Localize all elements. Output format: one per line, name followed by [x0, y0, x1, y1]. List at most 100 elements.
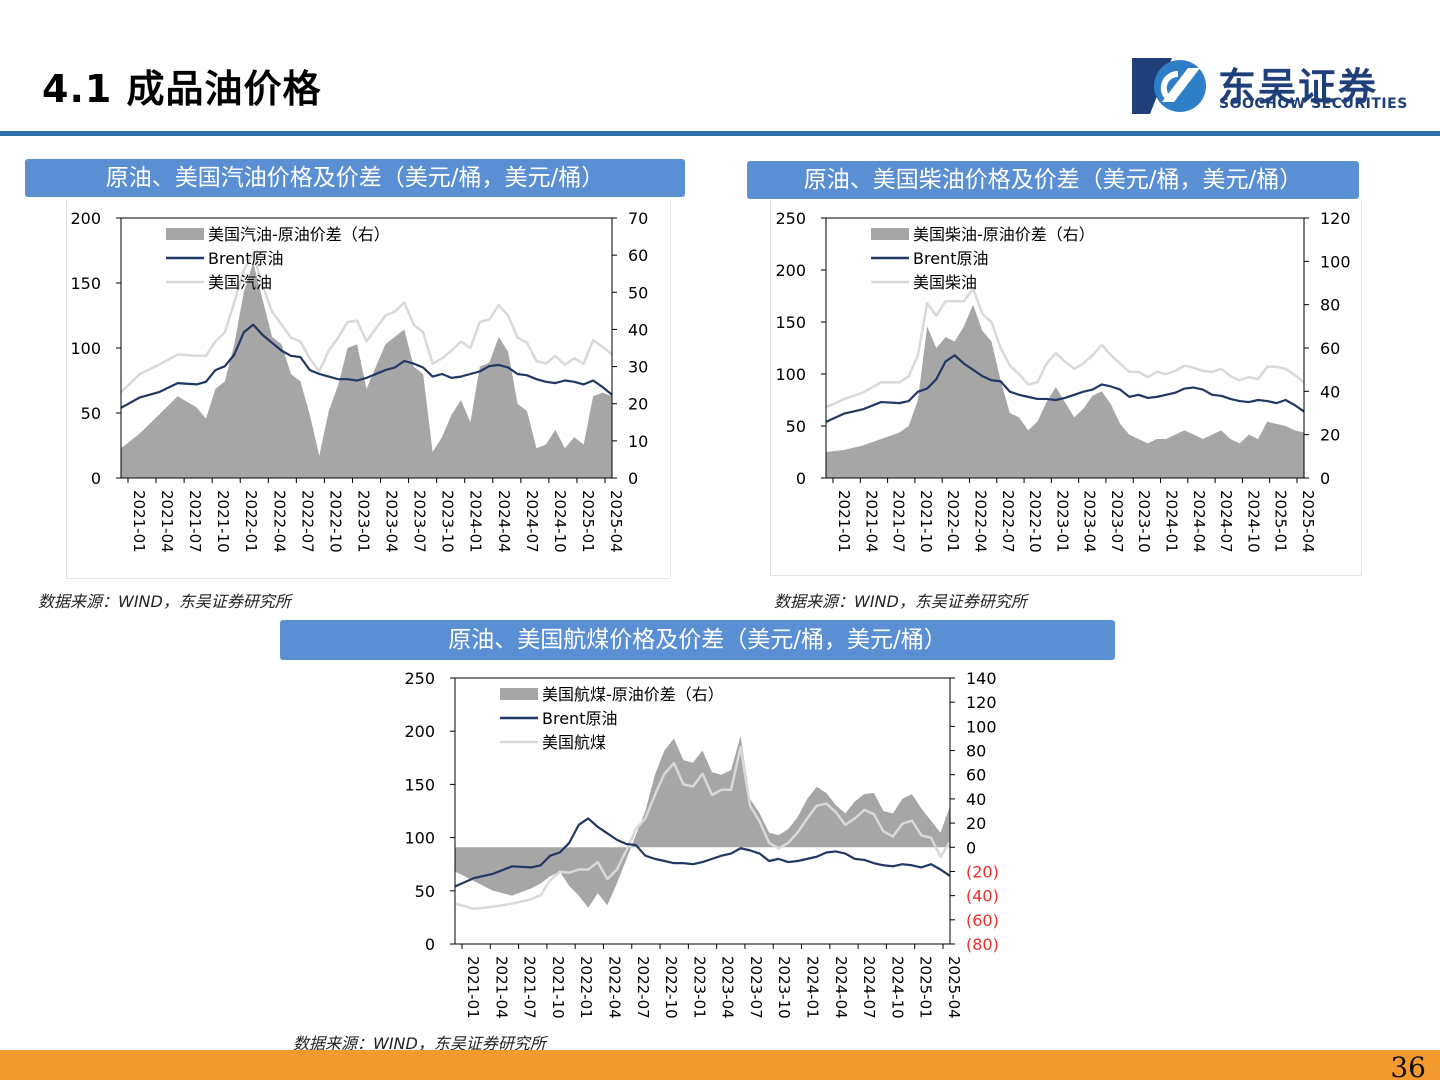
gasoline-x-tick-label: 2023-07	[411, 490, 429, 553]
diesel-left-tick-label: 50	[786, 417, 806, 436]
jetfuel-left-tick-label: 100	[404, 829, 435, 848]
gasoline-x-tick-label: 2021-01	[130, 490, 148, 553]
gasoline-right-tick-label: 10	[628, 432, 648, 451]
jetfuel-right-tick-label: 40	[966, 790, 986, 809]
gasoline-right-tick-label: 0	[628, 469, 638, 488]
gasoline-left-tick-label: 50	[81, 404, 101, 423]
jetfuel-source-note: 数据来源：WIND，东吴证券研究所	[293, 1034, 546, 1053]
gasoline-product-line	[120, 253, 613, 394]
jetfuel-legend-swatch-spread	[500, 688, 538, 700]
gasoline-right-tick-label: 50	[628, 283, 648, 302]
gasoline-chart-frame	[66, 200, 671, 579]
gasoline-x-tick-label: 2021-04	[158, 490, 176, 553]
diesel-x-tick-label: 2025-04	[1299, 490, 1317, 553]
gasoline-x-tick-label: 2023-01	[354, 490, 372, 553]
diesel-product-line	[825, 287, 1305, 409]
page-number: 36	[1390, 1051, 1426, 1084]
title-rule	[0, 131, 1440, 136]
gasoline-x-tick-label: 2024-07	[523, 490, 541, 553]
jetfuel-left-tick-label: 200	[404, 722, 435, 741]
diesel-brent-line	[825, 354, 1305, 423]
jetfuel-right-tick-label: (80)	[966, 935, 999, 954]
jetfuel-x-tick-label: 2023-01	[690, 956, 708, 1019]
soochow-logo-icon	[1132, 58, 1206, 114]
jetfuel-brent-line	[454, 817, 951, 888]
diesel-x-tick-label: 2023-07	[1108, 490, 1126, 553]
jetfuel-x-tick-label: 2024-04	[832, 956, 850, 1019]
gasoline-left-tick-label: 200	[70, 209, 101, 228]
gasoline-right-tick-label: 70	[628, 209, 648, 228]
gasoline-left-tick-label: 150	[70, 274, 101, 293]
jetfuel-left-tick-label: 150	[404, 775, 435, 794]
jetfuel-left-tick-label: 50	[415, 882, 435, 901]
diesel-right-tick-label: 120	[1320, 209, 1351, 228]
jetfuel-left-tick-label: 250	[404, 669, 435, 688]
gasoline-source-note: 数据来源：WIND，东吴证券研究所	[38, 592, 291, 611]
diesel-x-tick-label: 2024-04	[1190, 490, 1208, 553]
gasoline-x-tick-label: 2023-10	[439, 490, 457, 553]
jetfuel-right-tick-label: 20	[966, 814, 986, 833]
diesel-x-tick-label: 2024-07	[1217, 490, 1235, 553]
jetfuel-x-tick-label: 2021-04	[492, 956, 510, 1019]
gasoline-right-tick-label: 20	[628, 395, 648, 414]
logo-chinese-name: 东吴证券	[1218, 65, 1379, 109]
gasoline-x-tick-label: 2024-04	[495, 490, 513, 553]
diesel-legend-label: Brent原油	[913, 249, 988, 268]
diesel-source-note: 数据来源：WIND，东吴证券研究所	[774, 592, 1027, 611]
jetfuel-x-tick-label: 2024-10	[888, 956, 906, 1019]
jetfuel-x-tick-label: 2023-07	[747, 956, 765, 1019]
diesel-x-tick-label: 2022-01	[944, 490, 962, 553]
gasoline-x-tick-label: 2025-04	[607, 490, 625, 553]
gasoline-x-tick-label: 2021-10	[214, 490, 232, 553]
diesel-left-tick-label: 250	[775, 209, 806, 228]
diesel-x-tick-label: 2025-01	[1272, 490, 1290, 553]
jetfuel-left-tick-label: 0	[425, 935, 435, 954]
diesel-left-tick-label: 0	[796, 469, 806, 488]
gasoline-right-tick-label: 40	[628, 320, 648, 339]
jetfuel-x-tick-label: 2025-04	[945, 956, 963, 1019]
gasoline-spread-area	[121, 262, 612, 478]
diesel-spread-area	[826, 304, 1304, 478]
gasoline-left-tick-label: 100	[70, 339, 101, 358]
gasoline-right-tick-label: 30	[628, 358, 648, 377]
jetfuel-legend-label: 美国航煤	[542, 733, 606, 752]
jetfuel-x-tick-label: 2022-07	[634, 956, 652, 1019]
diesel-chart-header: 原油、美国柴油价格及价差（美元/桶，美元/桶）	[747, 161, 1359, 199]
gasoline-x-tick-label: 2023-04	[383, 490, 401, 553]
jetfuel-legend-label: Brent原油	[542, 709, 617, 728]
diesel-right-tick-label: 80	[1320, 296, 1340, 315]
gasoline-legend-swatch-spread	[166, 228, 204, 240]
gasoline-chart-header: 原油、美国汽油价格及价差（美元/桶，美元/桶）	[25, 159, 685, 197]
jetfuel-chart-header: 原油、美国航煤价格及价差（美元/桶，美元/桶）	[280, 620, 1115, 660]
diesel-right-tick-label: 60	[1320, 339, 1340, 358]
gasoline-brent-line	[120, 323, 613, 409]
jetfuel-right-tick-label: 60	[966, 766, 986, 785]
diesel-chart: 0 50 100 150 200 250 0 20 40 60 80 100 120 2021-01 202…	[775, 209, 1351, 553]
jetfuel-x-tick-label: 2021-10	[549, 956, 567, 1019]
diesel-x-tick-label: 2024-10	[1244, 490, 1262, 553]
diesel-x-tick-label: 2023-10	[1135, 490, 1153, 553]
gasoline-x-tick-label: 2022-01	[242, 490, 260, 553]
gasoline-x-tick-label: 2021-07	[186, 490, 204, 553]
jetfuel-x-tick-label: 2022-10	[662, 956, 680, 1019]
gasoline-x-tick-label: 2022-10	[326, 490, 344, 553]
gasoline-x-tick-label: 2022-04	[270, 490, 288, 553]
diesel-legend-label: 美国柴油-原油价差（右）	[913, 225, 1095, 244]
gasoline-right-tick-label: 60	[628, 246, 648, 265]
diesel-x-tick-label: 2023-01	[1053, 490, 1071, 553]
jetfuel-x-tick-label: 2021-01	[464, 956, 482, 1019]
jetfuel-right-tick-label: (60)	[966, 911, 999, 930]
diesel-right-tick-label: 20	[1320, 426, 1340, 445]
diesel-x-tick-label: 2021-01	[835, 490, 853, 553]
gasoline-left-tick-label: 0	[91, 469, 101, 488]
soochow-logo: 东吴证券 SOOCHOW SECURITIES	[1132, 56, 1422, 116]
jetfuel-x-tick-label: 2023-04	[719, 956, 737, 1019]
jetfuel-x-tick-label: 2023-10	[775, 956, 793, 1019]
jetfuel-plot-border	[454, 677, 951, 945]
jetfuel-x-tick-label: 2025-01	[917, 956, 935, 1019]
diesel-x-tick-label: 2022-04	[971, 490, 989, 553]
jetfuel-chart: 0 50 100 150 200 250 (80) (60) (40) (20) 0 20 40 60 80…	[404, 669, 999, 1019]
slide-title: 4.1 成品油价格	[42, 67, 322, 111]
diesel-right-tick-label: 40	[1320, 382, 1340, 401]
footer-bar	[0, 1050, 1440, 1080]
